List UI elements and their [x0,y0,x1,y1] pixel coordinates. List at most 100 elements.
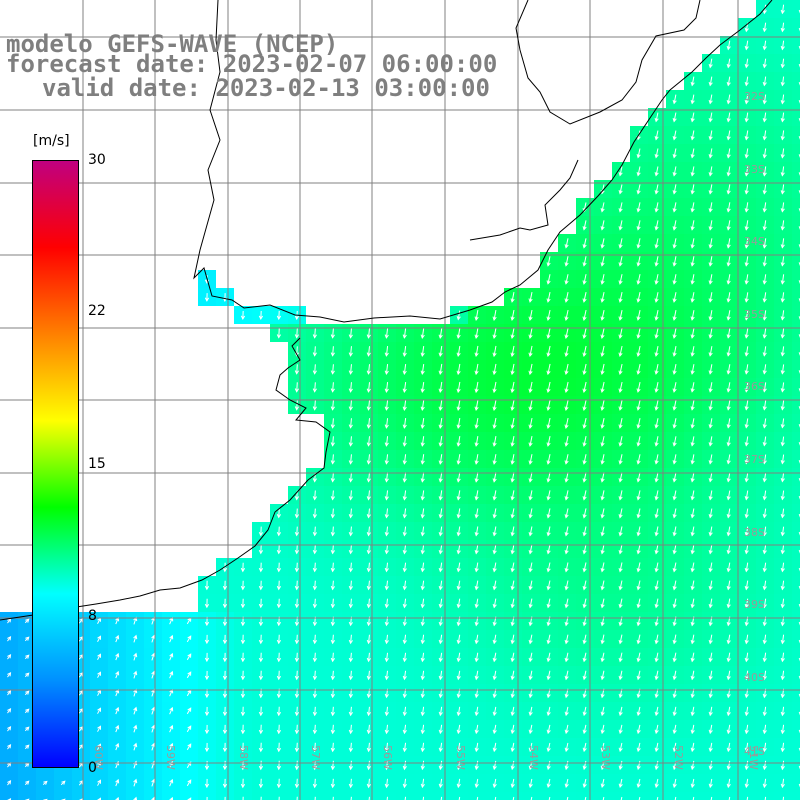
wind-arrow [312,526,317,537]
wind-arrow [618,436,623,447]
wind-arrow [600,418,605,429]
wind-arrow [402,346,407,357]
wind-speed-cell [612,792,630,800]
wind-arrow [348,418,353,429]
wind-arrow [618,508,623,519]
wind-arrow [546,706,551,717]
wind-speed-cell [792,180,800,198]
wind-arrow [510,417,515,429]
wind-arrow [636,670,641,681]
wind-arrow [348,760,353,771]
wind-arrow [708,634,713,645]
wind-arrow [474,508,479,519]
wind-arrow [762,508,767,519]
wind-arrow [366,382,371,393]
wind-arrow [528,381,533,394]
wind-arrow [654,418,659,429]
wind-arrow [348,490,353,501]
wind-arrow [24,708,30,714]
wind-arrow [708,472,713,483]
wind-arrow [474,634,479,645]
wind-arrow [636,526,641,537]
wind-arrow [618,760,623,771]
wind-speed-cell [792,774,800,792]
wind-arrow [510,580,515,591]
wind-arrow [258,706,264,717]
wind-speed-cell [792,450,800,468]
wind-arrow [636,706,641,717]
wind-arrow [186,653,192,661]
wind-arrow [528,399,533,412]
wind-arrow [582,490,587,501]
wind-arrow [600,256,605,267]
wind-arrow [636,598,641,609]
wind-arrow [618,778,623,789]
wind-arrow [402,544,407,555]
wind-arrow [762,652,767,663]
wind-arrow [780,256,785,267]
wind-arrow [438,652,443,663]
wind-arrow [618,634,623,645]
wind-arrow [115,778,120,787]
wind-arrow [582,598,587,609]
wind-arrow [618,418,623,429]
wind-arrow [564,778,569,789]
wind-arrow [780,94,785,105]
wind-arrow [492,508,497,519]
latitude-label: 38S [744,526,765,539]
colorbar-unit-label: [m/s] [33,133,70,149]
wind-arrow [222,778,228,789]
wind-arrow [564,417,569,429]
wind-arrow [222,724,228,735]
wind-arrow [600,454,605,465]
wind-arrow [420,670,425,681]
wind-arrow [492,526,497,537]
wind-arrow [294,670,300,681]
wind-arrow [115,724,120,733]
wind-arrow [654,454,659,465]
wind-speed-cell [792,108,800,126]
wind-arrow [744,112,749,123]
wind-arrow [780,4,785,15]
wind-arrow [726,220,731,231]
wind-arrow [672,346,677,357]
wind-arrow [420,399,425,411]
wind-arrow [690,778,695,789]
wind-arrow [510,363,515,376]
wind-arrow [240,562,246,573]
wind-arrow [636,490,641,501]
wind-arrow [222,634,228,645]
wind-arrow [438,562,443,573]
wind-arrow [528,490,533,501]
wind-speed-cell [792,72,800,90]
wind-arrow [708,274,713,285]
wind-arrow [726,202,731,213]
wind-arrow [422,796,425,800]
wind-arrow [546,544,551,555]
wind-arrow [564,526,569,537]
wind-arrow [726,112,731,123]
wind-arrow [366,562,371,573]
wind-arrow [474,562,479,573]
wind-arrow [672,490,677,501]
wind-arrow [456,634,461,645]
wind-arrow [654,760,659,771]
wind-arrow [582,363,587,376]
wind-arrow [780,292,785,303]
wind-arrow [294,778,300,789]
wind-speed-cell [594,792,612,800]
wind-speed-cell [792,612,800,630]
longitude-label: 56W [381,745,394,770]
wind-arrow [674,796,677,800]
wind-arrow [546,292,551,303]
longitude-label: 58W [237,745,250,770]
wind-arrow [330,598,335,609]
wind-arrow [564,292,569,303]
wind-arrow [492,399,497,412]
wind-arrow [294,580,300,591]
colorbar-tick-8: 8 [88,608,97,624]
wind-arrow [366,454,371,465]
wind-arrow [402,652,407,663]
wind-arrow [492,562,497,573]
